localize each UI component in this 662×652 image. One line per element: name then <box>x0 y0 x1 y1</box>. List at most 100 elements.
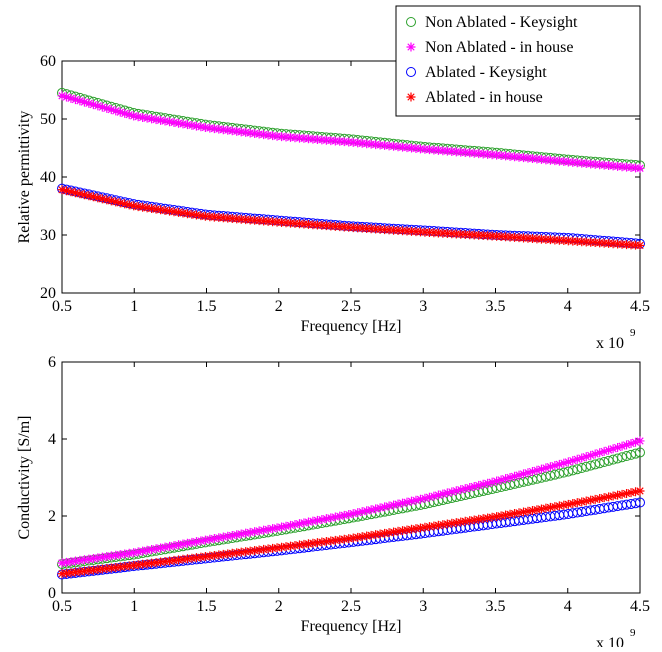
star-marker <box>129 548 139 558</box>
star-marker <box>84 191 94 201</box>
legend: Non Ablated - Keysight Non Ablated - in h… <box>395 5 641 117</box>
star-marker <box>474 480 484 490</box>
star-marker <box>187 120 197 130</box>
star-marker <box>438 489 448 499</box>
legend-entry: Ablated - in house <box>406 89 543 106</box>
x-tick-label: 1 <box>130 298 138 315</box>
star-marker <box>541 503 551 513</box>
star-marker <box>79 97 89 107</box>
star-marker <box>93 553 103 563</box>
star-marker <box>635 436 645 446</box>
star-marker <box>393 499 403 509</box>
star-marker <box>406 42 416 52</box>
star-marker <box>586 450 596 460</box>
circle-marker <box>635 497 645 508</box>
x-exponent-label: x 10 <box>596 335 624 352</box>
star-marker <box>586 495 596 505</box>
star-marker <box>102 195 112 205</box>
star-marker <box>160 542 170 552</box>
star-marker <box>411 495 421 505</box>
star-marker <box>281 521 291 531</box>
circle-marker <box>594 458 605 469</box>
circle-marker <box>635 447 645 458</box>
star-marker <box>599 446 609 456</box>
star-marker <box>133 112 143 122</box>
star-marker <box>57 558 67 568</box>
star-marker <box>541 463 551 473</box>
star-marker <box>88 192 98 202</box>
star-marker <box>321 514 331 524</box>
star-marker <box>106 105 116 115</box>
star-marker <box>581 496 591 506</box>
star-marker <box>61 186 71 196</box>
star-marker <box>160 116 170 126</box>
star-marker <box>286 520 296 530</box>
star-marker <box>456 485 466 495</box>
star-marker <box>362 531 372 541</box>
star-marker <box>366 530 376 540</box>
circle-marker <box>576 462 587 473</box>
star-marker <box>79 555 89 565</box>
star-marker <box>501 474 511 484</box>
star-marker <box>474 514 484 524</box>
star-marker <box>115 107 125 117</box>
x-axis-label: Frequency [Hz] <box>301 618 402 635</box>
star-marker <box>631 437 641 447</box>
star-marker <box>384 501 394 511</box>
star-marker <box>214 533 224 543</box>
star-marker <box>70 188 80 198</box>
circle-marker <box>406 67 416 77</box>
star-marker <box>442 488 452 498</box>
star-marker <box>187 209 197 219</box>
star-marker <box>595 493 605 503</box>
star-marker <box>151 544 161 554</box>
star-marker <box>156 205 166 215</box>
star-marker <box>581 452 591 462</box>
star-marker <box>236 529 246 539</box>
x-tick-label: 3 <box>419 298 427 315</box>
star-marker <box>380 528 390 538</box>
x-tick-label: 4 <box>564 298 572 315</box>
star-marker <box>209 534 219 544</box>
star-marker <box>451 486 461 496</box>
legend-entry: Ablated - Keysight <box>406 64 547 81</box>
star-marker <box>465 516 475 526</box>
x-tick-label: 3.5 <box>486 298 506 315</box>
star-marker <box>182 209 192 219</box>
circle-marker <box>603 455 614 466</box>
star-marker <box>550 502 560 512</box>
star-marker <box>375 529 385 539</box>
star-marker <box>173 207 183 217</box>
star-marker <box>635 163 645 173</box>
star-marker <box>496 511 506 521</box>
star-marker <box>227 530 237 540</box>
star-marker <box>353 532 363 542</box>
star-marker <box>563 457 573 467</box>
star-marker <box>514 508 524 518</box>
star-marker <box>545 502 555 512</box>
star-marker <box>348 533 358 543</box>
star-marker <box>218 532 228 542</box>
star-marker <box>120 108 130 118</box>
star-marker <box>102 552 112 562</box>
star-marker <box>61 557 71 567</box>
y-tick-label: 30 <box>40 227 56 244</box>
star-marker <box>97 552 107 562</box>
star-marker <box>424 522 434 532</box>
y-axis-label: Relative permittivity <box>16 111 33 244</box>
star-marker <box>70 95 80 105</box>
circle-marker <box>612 453 623 464</box>
x-tick-label: 4.5 <box>630 598 650 615</box>
star-marker <box>622 440 632 450</box>
star-marker <box>142 113 152 123</box>
star-marker <box>196 122 206 132</box>
legend-label: Ablated - in house <box>425 89 543 106</box>
star-marker <box>599 493 609 503</box>
star-marker <box>420 522 430 532</box>
x-exponent-label: x 10 <box>596 635 624 647</box>
y-tick-label: 20 <box>40 285 56 302</box>
star-marker <box>389 500 399 510</box>
star-marker <box>120 549 130 559</box>
star-marker <box>200 535 210 545</box>
star-marker <box>169 207 179 217</box>
